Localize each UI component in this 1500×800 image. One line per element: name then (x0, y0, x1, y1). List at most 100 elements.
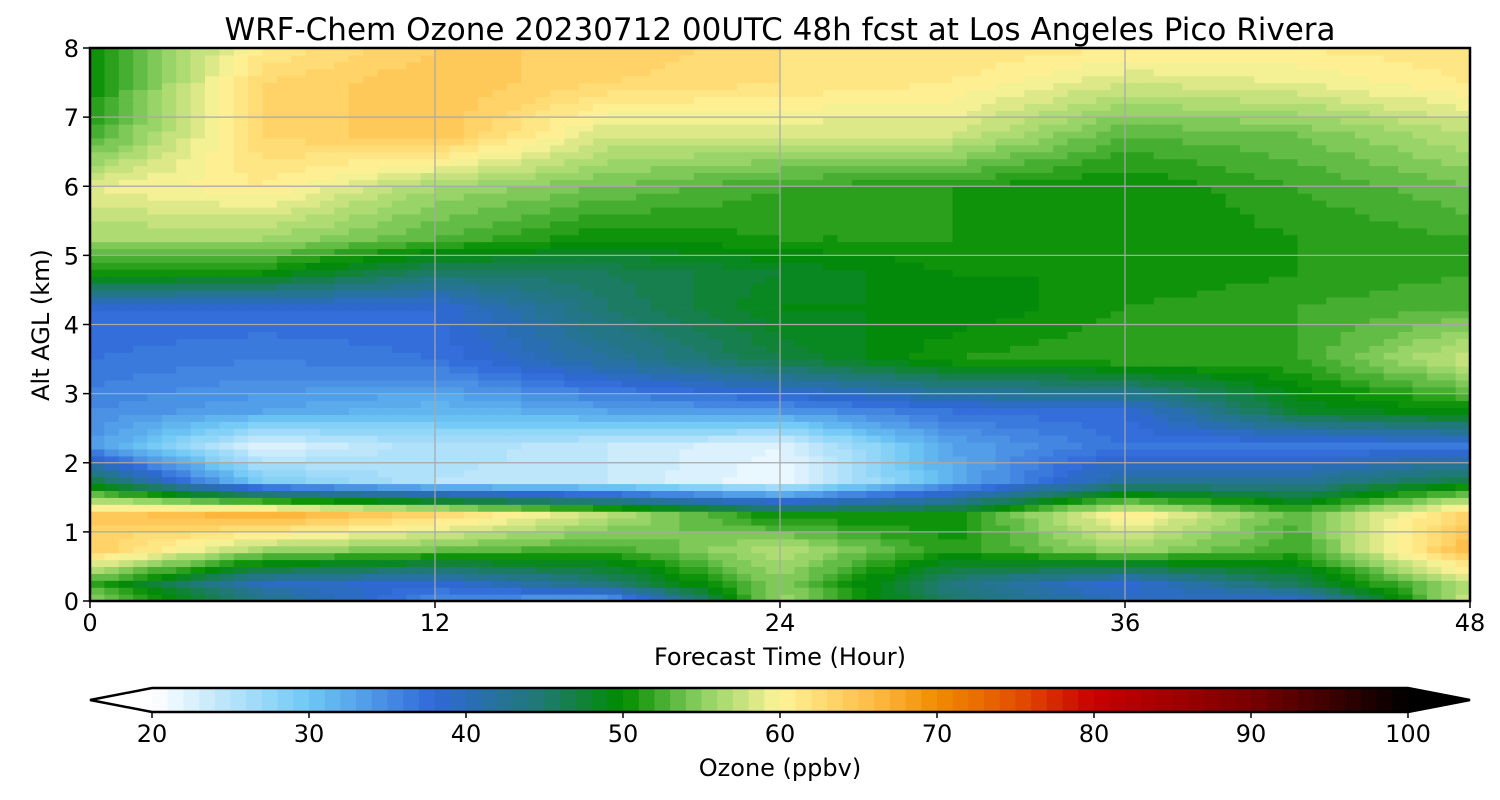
heatmap-cell (205, 310, 220, 319)
heatmap-cell (176, 469, 192, 478)
heatmap-cell (895, 317, 910, 326)
heatmap-cell (90, 296, 105, 305)
heatmap-cell (1225, 559, 1241, 568)
heatmap-cell (377, 359, 393, 367)
heatmap-cell (1426, 365, 1442, 374)
heatmap-cell (1240, 531, 1255, 540)
heatmap-cell (104, 359, 120, 367)
heatmap-cell (291, 587, 307, 595)
heatmap-cell (736, 497, 752, 505)
heatmap-cell (1426, 531, 1442, 540)
heatmap-cell (521, 345, 537, 353)
heatmap-cell (981, 324, 997, 333)
heatmap-cell (1340, 296, 1356, 305)
heatmap-cell (1311, 407, 1327, 415)
heatmap-cell (1455, 497, 1471, 505)
heatmap-cell (334, 552, 350, 561)
heatmap-cell (435, 490, 450, 498)
heatmap-cell (722, 386, 738, 395)
heatmap-cell (1053, 421, 1069, 429)
heatmap-cell (823, 255, 839, 263)
heatmap-cell (550, 241, 565, 250)
heatmap-cell (406, 524, 422, 533)
heatmap-cell (1153, 552, 1169, 561)
heatmap-cell (449, 262, 465, 270)
heatmap-cell (463, 442, 479, 450)
heatmap-cell (736, 469, 752, 478)
heatmap-cell (909, 518, 925, 526)
heatmap-cell (205, 393, 220, 402)
heatmap-cell (147, 386, 163, 395)
heatmap-cell (621, 289, 637, 298)
heatmap-cell (334, 490, 350, 498)
heatmap-cell (276, 379, 292, 388)
heatmap-cell (923, 400, 939, 409)
heatmap-cell (233, 248, 249, 256)
heatmap-cell (1398, 428, 1414, 436)
heatmap-cell (1441, 428, 1457, 436)
heatmap-cell (1211, 518, 1227, 526)
heatmap-cell (895, 324, 910, 333)
heatmap-cell (1398, 552, 1414, 561)
heatmap-cell (1010, 303, 1025, 312)
heatmap-cell (104, 331, 120, 339)
heatmap-cell (952, 372, 968, 381)
heatmap-cell (823, 262, 839, 270)
heatmap-cell (1455, 559, 1471, 568)
heatmap-cell (205, 296, 220, 305)
heatmap-cell (377, 303, 393, 312)
heatmap-cell (866, 241, 882, 250)
heatmap-cell (1139, 448, 1155, 457)
heatmap-cell (1153, 269, 1169, 277)
heatmap-cell (291, 379, 307, 388)
heatmap-cell (478, 324, 494, 333)
heatmap-cell (377, 262, 393, 270)
heatmap-cell (90, 276, 105, 284)
heatmap-cell (521, 407, 537, 415)
heatmap-cell (176, 303, 192, 312)
heatmap-cell (650, 594, 666, 602)
heatmap-cell (1053, 469, 1069, 478)
heatmap-cell (478, 262, 494, 270)
heatmap-cell (1139, 365, 1155, 374)
heatmap-cell (607, 359, 623, 367)
heatmap-cell (1311, 365, 1327, 374)
heatmap-cell (995, 442, 1011, 450)
heatmap-cell (708, 248, 724, 256)
heatmap-cell (377, 469, 393, 478)
heatmap-cell (492, 324, 508, 333)
heatmap-cell (593, 531, 609, 540)
heatmap-cell (981, 580, 997, 588)
heatmap-cell (1110, 580, 1126, 588)
heatmap-cell (492, 393, 508, 402)
heatmap-cell (808, 545, 824, 554)
heatmap-cell (1024, 545, 1040, 554)
heatmap-cell (276, 428, 292, 436)
heatmap-cell (966, 531, 982, 540)
heatmap-cell (1110, 476, 1126, 485)
heatmap-cell (90, 345, 105, 353)
heatmap-cell (966, 289, 982, 298)
heatmap-cell (291, 483, 307, 491)
heatmap-cell (449, 386, 465, 395)
heatmap-cell (190, 310, 206, 319)
heatmap-cell (866, 559, 882, 568)
heatmap-cell (90, 435, 105, 443)
heatmap-cell (578, 538, 594, 547)
heatmap-cell (190, 448, 206, 457)
heatmap-cell (607, 379, 623, 388)
heatmap-cell (478, 372, 494, 381)
heatmap-cell (406, 296, 422, 305)
heatmap-cell (1455, 469, 1471, 478)
heatmap-cell (607, 442, 623, 450)
heatmap-cell (895, 524, 910, 533)
heatmap-cell (291, 566, 307, 574)
heatmap-cell (1398, 296, 1414, 305)
heatmap-cell (708, 407, 724, 415)
heatmap-cell (320, 448, 335, 457)
heatmap-cell (938, 504, 954, 512)
heatmap-cell (650, 310, 666, 319)
heatmap-cell (506, 414, 522, 422)
heatmap-cell (190, 462, 206, 471)
heatmap-cell (665, 455, 680, 464)
